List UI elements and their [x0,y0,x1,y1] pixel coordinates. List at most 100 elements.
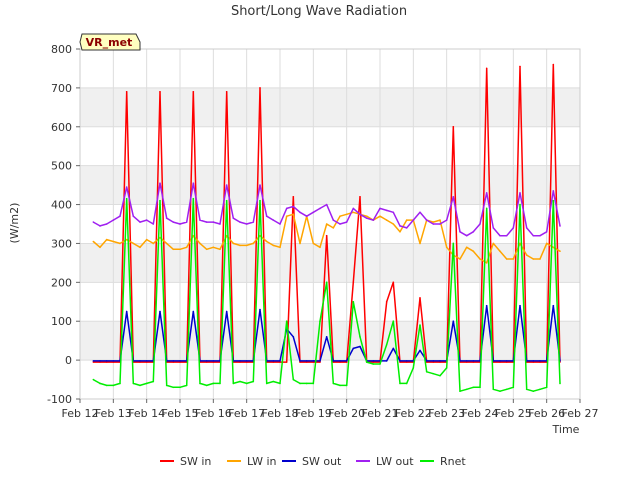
data-point-lw-out [159,182,161,184]
data-point-sw-in [352,281,355,284]
data-point-rnet [439,374,441,377]
data-point-lw-in [192,234,195,237]
data-point-rnet [245,382,248,385]
station-badge: VR_met [79,33,141,51]
data-point-sw-out [432,360,435,362]
data-point-sw-in [92,361,95,363]
data-point-lw-in [292,213,295,216]
data-point-rnet [132,382,135,385]
legend: SW in LW in SW out LW out Rnet [160,455,466,468]
data-point-lw-out [312,211,315,214]
data-point-rnet [379,363,381,365]
data-point-sw-in [272,361,275,363]
data-point-sw-out [392,347,395,350]
data-point-lw-in [239,244,241,247]
data-point-sw-in [145,361,148,363]
data-point-rnet [265,382,268,385]
data-point-lw-out [405,227,408,229]
data-point-sw-out [225,310,228,313]
data-point-sw-in [332,361,335,363]
data-point-lw-out [299,211,301,214]
x-tick-label: Feb 13 [95,407,132,420]
data-point-lw-out [225,184,228,186]
data-point-sw-in [372,361,375,363]
data-point-rnet [112,384,115,387]
data-point-lw-out [359,213,361,216]
data-point-lw-in [312,242,315,245]
data-point-rnet [492,388,495,391]
data-point-rnet [445,367,448,369]
data-point-sw-out [332,360,335,362]
data-point-lw-out [552,190,555,192]
data-point-lw-in [265,240,268,243]
data-point-sw-out [105,360,108,362]
data-point-rnet [165,384,168,387]
data-point-sw-out [112,360,115,362]
data-point-lw-out [472,230,475,233]
data-point-sw-out [519,304,521,307]
data-point-lw-out [372,219,375,221]
data-point-rnet [499,390,501,393]
data-point-sw-out [399,360,401,362]
data-point-lw-out [505,234,508,237]
data-point-lw-in [505,258,508,260]
data-point-lw-in [159,236,161,239]
y-tick-labels: -100 0 100 200 300 400 500 600 700 800 [47,43,80,406]
data-point-rnet [279,382,281,385]
legend-label-rnet: Rnet [440,455,466,468]
data-point-lw-in [245,244,248,247]
data-point-lw-in [405,219,408,221]
data-point-lw-out [452,195,455,198]
data-point-lw-in [439,219,441,221]
data-point-lw-out [545,230,548,233]
data-point-rnet [125,197,128,200]
data-point-lw-out [379,207,381,210]
data-point-sw-in [519,65,521,68]
data-point-lw-in [365,215,368,218]
data-point-rnet [205,384,208,387]
data-point-lw-in [352,211,355,214]
data-point-sw-in [319,361,321,363]
data-point-sw-in [359,195,361,198]
data-point-lw-in [145,238,148,241]
data-point-lw-in [132,242,135,245]
data-point-sw-out [292,335,295,338]
data-point-sw-in [212,361,215,363]
data-point-rnet [525,388,528,391]
data-point-sw-in [172,361,175,363]
data-point-sw-out [145,360,148,362]
data-point-lw-in [119,242,121,245]
y-tick-label: 500 [51,160,72,173]
data-point-sw-out [359,345,361,348]
legend-label-lw-out: LW out [376,455,414,468]
data-point-lw-out [245,223,248,225]
data-point-rnet [392,320,395,323]
data-point-rnet [252,380,255,383]
data-point-lw-in [212,246,215,249]
data-point-sw-in [459,361,461,363]
data-point-lw-out [252,221,255,223]
data-point-lw-in [259,234,261,237]
data-point-lw-out [559,225,561,227]
y-tick-label: 300 [51,237,72,250]
x-tick-label: Feb 24 [462,407,499,420]
data-point-sw-in [432,361,435,363]
data-point-lw-in [185,246,188,249]
data-point-sw-in [285,361,288,363]
data-point-lw-out [199,219,201,221]
data-point-sw-in [425,361,428,363]
data-point-lw-out [145,219,148,221]
data-point-sw-out [319,360,321,362]
data-point-sw-in [99,361,101,363]
data-point-sw-out [339,360,341,362]
data-point-sw-out [272,360,275,362]
data-point-rnet [159,199,161,202]
y-tick-label: 0 [65,354,72,367]
data-point-sw-in [339,361,341,363]
y-tick-label: 600 [51,121,72,134]
x-tick-label: Feb 19 [295,407,332,420]
data-point-sw-in [345,361,348,363]
y-tick-label: -100 [47,393,72,406]
data-point-lw-out [239,221,241,223]
data-point-rnet [192,197,195,200]
